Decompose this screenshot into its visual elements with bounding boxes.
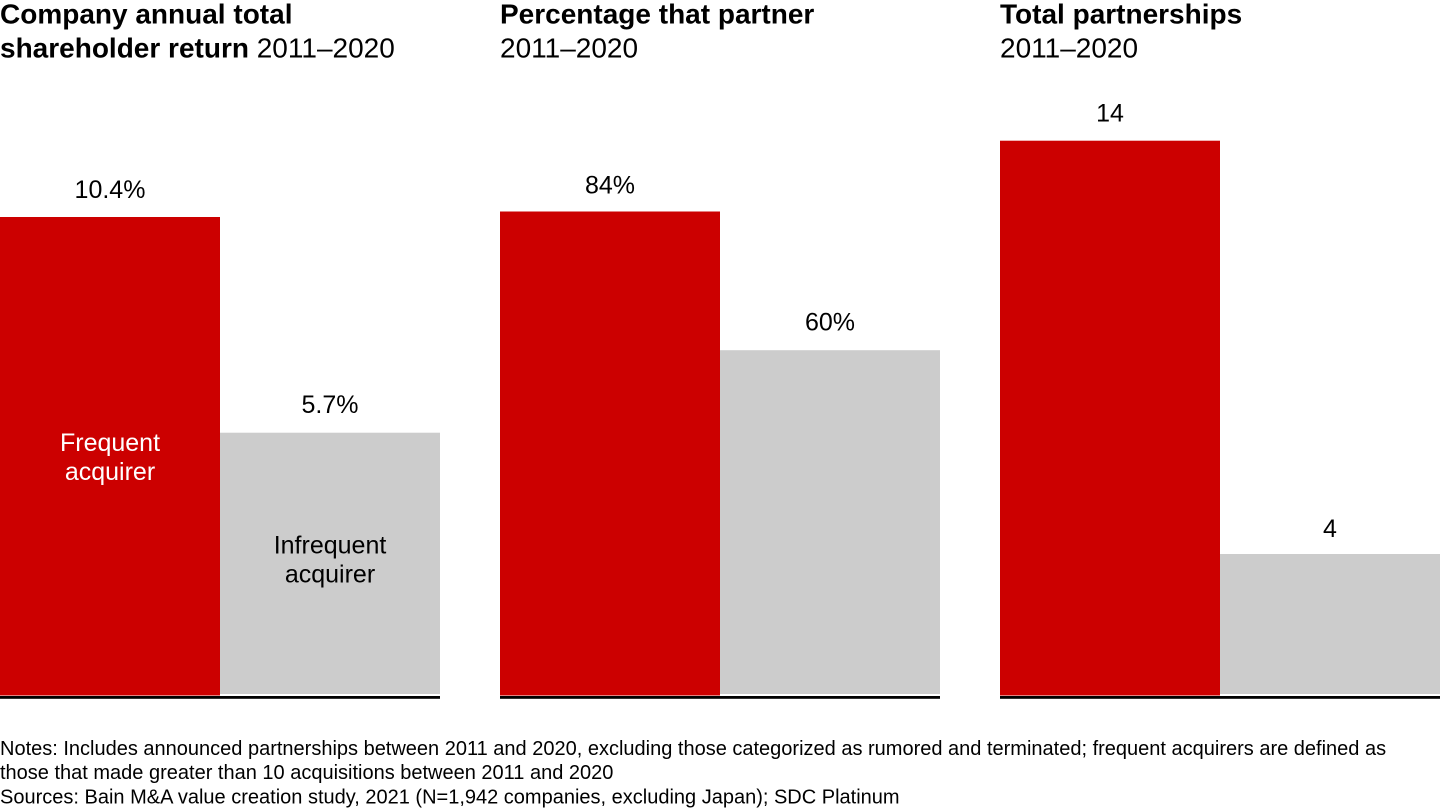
svg-text:acquirer: acquirer [65, 458, 155, 486]
svg-text:84%: 84% [585, 172, 635, 200]
svg-text:Frequent: Frequent [60, 429, 160, 457]
svg-text:10.4%: 10.4% [75, 176, 146, 204]
svg-text:60%: 60% [805, 309, 855, 337]
svg-text:2011–2020: 2011–2020 [1000, 32, 1138, 63]
svg-text:Company annual total: Company annual total [0, 0, 292, 30]
svg-text:acquirer: acquirer [285, 560, 375, 588]
svg-text:Infrequent: Infrequent [274, 531, 387, 559]
svg-text:Notes: Includes announced part: Notes: Includes announced partnerships b… [0, 738, 1386, 760]
svg-text:Sources: Bain M&A value creati: Sources: Bain M&A value creation study, … [0, 786, 900, 808]
svg-text:14: 14 [1096, 100, 1124, 128]
svg-text:2011–2020: 2011–2020 [500, 32, 638, 63]
svg-text:5.7%: 5.7% [302, 391, 359, 419]
svg-text:those that made greater than 1: those that made greater than 10 acquisit… [0, 762, 613, 784]
svg-text:Total partnerships: Total partnerships [1000, 0, 1242, 30]
svg-text:shareholder return 2011–2020: shareholder return 2011–2020 [0, 32, 395, 63]
svg-text:Percentage that partner: Percentage that partner [500, 0, 814, 30]
svg-text:4: 4 [1323, 515, 1337, 543]
